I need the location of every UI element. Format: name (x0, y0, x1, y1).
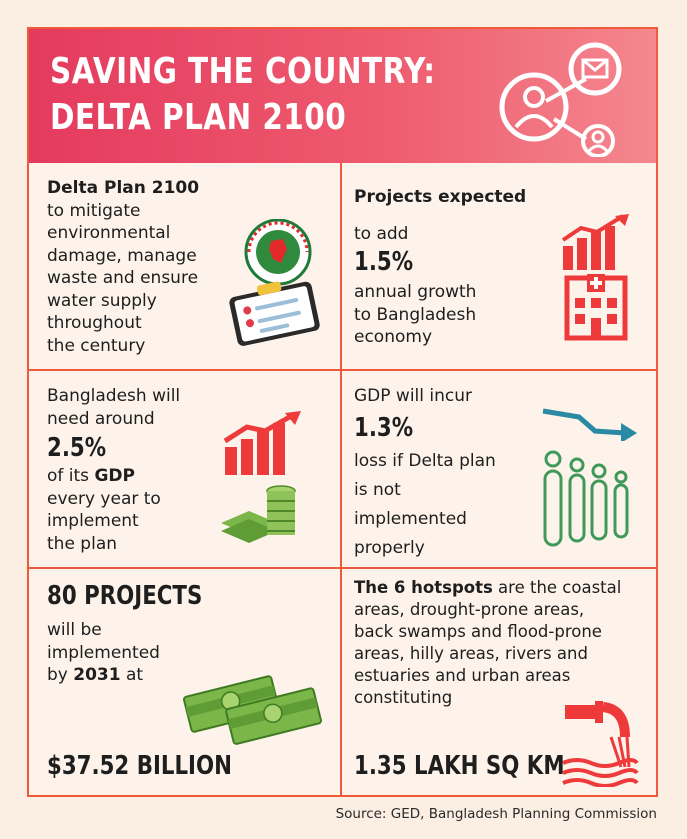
cell-4-figure: 1.3% (354, 413, 414, 443)
cell-5-year: 2031 (73, 665, 121, 685)
cell-delta-plan: Delta Plan 2100 to mitigate environmenta… (47, 177, 199, 357)
cash-bundle-icon (183, 675, 322, 745)
cell-2-body: annual growth to Bangladesh economy (354, 281, 476, 349)
cell-4-line: properly (354, 538, 425, 558)
cell-5-body: will be implemented by 2031 at (47, 619, 160, 687)
cell-5-figure: 80 PROJECTS (47, 581, 203, 611)
cell-1-line: damage, manage (47, 245, 197, 266)
cell-6-line: areas, hilly areas, rivers and (354, 644, 588, 663)
clipboard-checklist-icon (229, 281, 320, 346)
cell-1-line: waste and ensure (47, 268, 199, 288)
cell-6-line: constituting (354, 688, 453, 707)
cell-6-rest: are the coastal (492, 578, 622, 597)
header-banner: SAVING THE COUNTRY: DELTA PLAN 2100 (29, 29, 656, 163)
cell-3-gdp: GDP (94, 466, 135, 486)
cell-4-line: is not (354, 480, 401, 500)
people-group-icon (543, 450, 629, 547)
column-divider (340, 163, 342, 797)
row-divider-1 (29, 369, 656, 371)
cell-6-amount: 1.35 LAKH SQ KM (354, 751, 565, 781)
cell-1-line: the century (47, 335, 146, 356)
cell-4-pre: GDP will incur (354, 386, 473, 406)
growth-hospital-icon (561, 214, 629, 341)
cell-4-line: loss if Delta plan (354, 451, 496, 471)
cell-6-bold: The 6 hotspots (354, 578, 493, 597)
cell-4-line: implemented (354, 509, 467, 529)
cell-projects-expected: Projects expected (354, 186, 526, 209)
network-people-icon (499, 42, 622, 157)
source-credit: Source: GED, Bangladesh Planning Commiss… (335, 806, 657, 822)
cell-6-line: estuaries and urban areas (354, 666, 571, 685)
cell-6-line: back swamps and flood-prone (354, 622, 602, 641)
cell-3-line: every year to (47, 488, 161, 509)
growth-chart-icon (223, 411, 301, 475)
cell-hotspots: The 6 hotspots are the coastal areas, dr… (354, 577, 621, 709)
cell-1-line: environmental (47, 223, 171, 243)
cell-6-line: areas, drought-prone areas, (354, 600, 585, 619)
page-title: SAVING THE COUNTRY: DELTA PLAN 2100 (50, 49, 436, 141)
cell-2-line: economy (354, 327, 433, 347)
decline-arrow-icon (542, 408, 637, 441)
water-pipe-icon (562, 701, 639, 787)
cell-1-line: throughout (47, 313, 142, 333)
cell-1-line: water supply (47, 290, 157, 311)
money-stack-icon (221, 485, 296, 543)
cell-2-title: Projects expected (354, 187, 527, 207)
cell-3-body: of its GDP every year to implement the p… (47, 465, 161, 555)
cell-3-of-its: of its (47, 466, 95, 486)
title-line-1: SAVING THE COUNTRY: (50, 51, 436, 92)
cell-gdp-need: Bangladesh will need around (47, 385, 180, 430)
cell-3-figure: 2.5% (47, 433, 107, 463)
row-divider-2 (29, 567, 656, 569)
cell-4-body: loss if Delta plan is not implemented pr… (354, 447, 496, 563)
cell-2-line: annual growth (354, 282, 477, 302)
cell-3-line: the plan (47, 533, 118, 554)
cell-2-line: to Bangladesh (354, 304, 477, 325)
cell-3-line: Bangladesh will (47, 386, 181, 406)
cell-3-line: need around (47, 408, 155, 429)
infographic-frame: SAVING THE COUNTRY: DELTA PLAN 2100 Delt… (27, 27, 658, 797)
title-line-2: DELTA PLAN 2100 (50, 97, 347, 138)
cell-1-title: Delta Plan 2100 (47, 178, 200, 198)
cell-5-at: at (120, 665, 144, 685)
cell-5-line: will be (47, 620, 102, 640)
cell-2-pre: to add (354, 224, 409, 244)
cell-5-by: by (47, 665, 74, 685)
cell-3-line: implement (47, 511, 139, 531)
cell-5-amount: $37.52 BILLION (47, 751, 232, 781)
cell-2-figure: 1.5% (354, 247, 414, 277)
cell-1-line: to mitigate (47, 200, 141, 221)
cell-5-line: implemented (47, 642, 160, 663)
